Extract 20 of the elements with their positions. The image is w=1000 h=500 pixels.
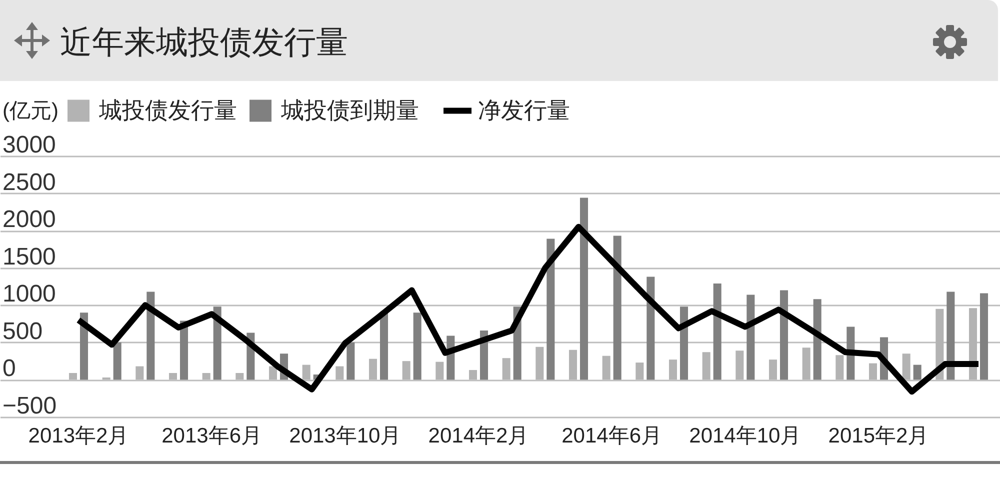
y-tick-label: 1000 xyxy=(2,280,56,308)
legend-label: 净发行量 xyxy=(478,96,570,123)
y-tick-label: 500 xyxy=(2,318,43,345)
chart-title: 近年来城投债发行量 xyxy=(60,23,348,62)
x-tick-label: 2015年2月 xyxy=(828,424,929,448)
y-tick-label: 2000 xyxy=(2,206,56,234)
y-tick-label: 2500 xyxy=(2,168,56,196)
y-axis-title: (亿元) xyxy=(2,100,58,122)
x-tick-label: 2014年6月 xyxy=(562,424,662,448)
legend-label: 城投债到期量 xyxy=(280,96,419,123)
x-tick-label: 2013年2月 xyxy=(28,424,129,448)
y-tick-label: 3000 xyxy=(2,132,56,158)
y-tick-label: −500 xyxy=(2,392,57,420)
legend-label: 城投债发行量 xyxy=(98,96,237,123)
x-tick-label: 2014年2月 xyxy=(428,424,529,448)
y-tick-label: 1500 xyxy=(2,243,56,270)
y-tick-label: 0 xyxy=(2,355,16,382)
x-tick-label: 2013年10月 xyxy=(289,424,402,448)
x-tick-label: 2014年10月 xyxy=(689,424,802,448)
x-tick-label: 2013年6月 xyxy=(162,424,262,448)
